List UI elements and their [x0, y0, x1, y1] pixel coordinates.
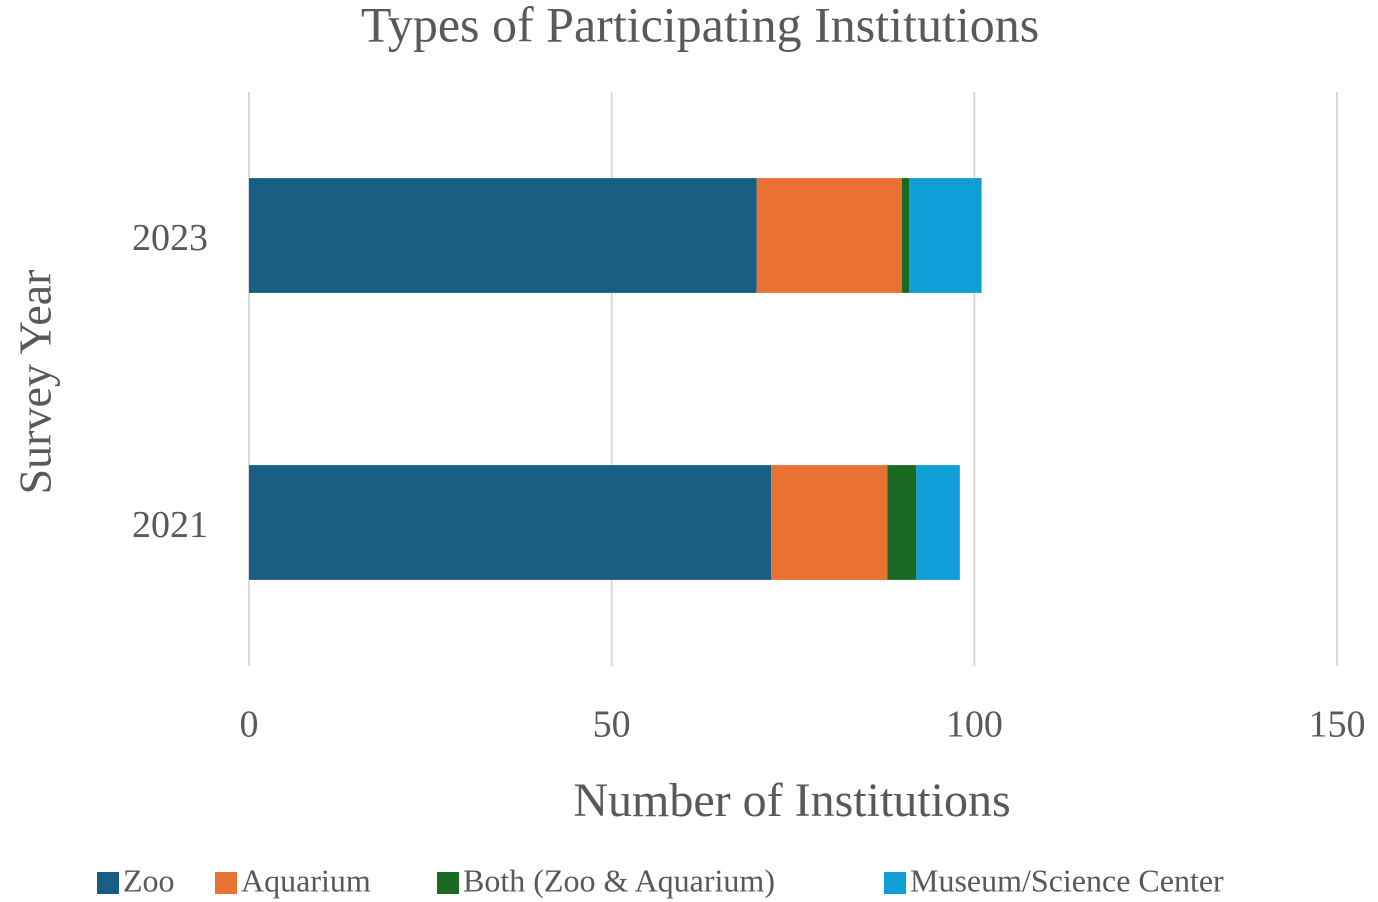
- legend-label: Museum/Science Center: [910, 862, 1224, 898]
- x-tick-label: 0: [240, 704, 259, 746]
- bar-segment: [887, 465, 917, 580]
- bar-segment: [249, 178, 757, 293]
- legend-swatch: [97, 872, 119, 894]
- legend-label: Zoo: [123, 862, 175, 898]
- chart-title: Types of Participating Institutions: [361, 0, 1039, 52]
- bar-segment: [916, 465, 960, 580]
- x-tick-label: 50: [593, 704, 631, 746]
- y-tick-label: 2021: [132, 504, 208, 546]
- y-tick-label: 2023: [132, 217, 208, 259]
- x-axis-label: Number of Institutions: [573, 774, 1010, 827]
- bar-segment: [901, 178, 910, 293]
- legend-label: Both (Zoo & Aquarium): [463, 862, 775, 898]
- bar-segment: [756, 178, 902, 293]
- x-tick-label: 100: [946, 704, 1003, 746]
- x-tick-label: 150: [1309, 704, 1366, 746]
- legend-label: Aquarium: [241, 862, 371, 898]
- bar-segment: [249, 465, 772, 580]
- bar-segment: [771, 465, 888, 580]
- legend-swatch: [884, 872, 906, 894]
- y-axis-label: Survey Year: [10, 270, 61, 495]
- legend-swatch: [437, 872, 459, 894]
- bar-segment: [909, 178, 982, 293]
- legend-swatch: [215, 872, 237, 894]
